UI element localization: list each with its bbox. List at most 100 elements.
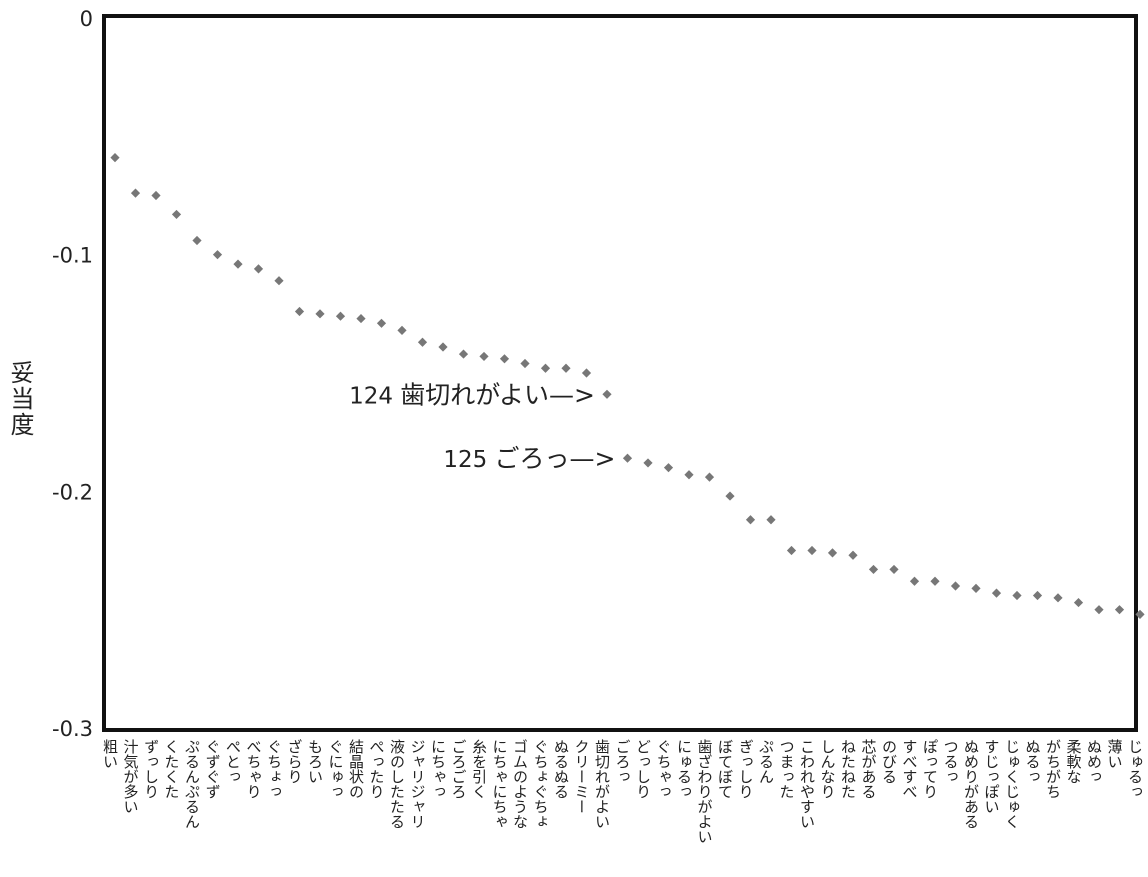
- category-label: ぬめっ: [1085, 739, 1103, 784]
- data-point: [950, 581, 961, 591]
- category-label: ずっしり: [142, 739, 160, 799]
- category-label: のびる: [880, 739, 898, 784]
- category-label: じゅくじゅく: [1003, 739, 1021, 829]
- data-point: [335, 311, 346, 321]
- data-point: [130, 188, 141, 198]
- category-labels: 粗い 汁気が多い ずっしり くたくた ぷるんぷるん ぐずぐず ぺとっ べちゃり ぐちょっ ざらりも…: [101, 738, 1144, 844]
- category-label: ぐちゃっ: [655, 739, 673, 799]
- data-point: [540, 363, 551, 373]
- category-label: すべすべ: [901, 739, 919, 799]
- data-point: [110, 153, 120, 163]
- category-label: ぎっしり: [737, 739, 755, 799]
- data-point: [766, 515, 776, 525]
- category-label: ぬるぬる: [552, 739, 570, 799]
- category-label: にゅるっ: [675, 739, 693, 799]
- data-point: [397, 325, 407, 335]
- y-axis-label: 妥当度: [6, 360, 34, 438]
- category-label: ぐちょっ: [265, 739, 283, 799]
- y-tick-label: -0.1: [52, 244, 93, 268]
- data-point: [786, 545, 797, 556]
- data-point: [438, 342, 448, 352]
- category-label: ぬるっ: [1024, 739, 1042, 784]
- data-point: [520, 358, 530, 369]
- category-label: 芯がある: [860, 739, 878, 799]
- data-point: [376, 318, 387, 328]
- category-label: ごろごろ: [450, 739, 468, 799]
- plot-frame: [102, 14, 1138, 732]
- category-label: べちゃり: [245, 739, 263, 799]
- data-point: [212, 250, 223, 260]
- data-point: [417, 337, 428, 347]
- category-label: ぼてぼて: [716, 739, 734, 799]
- data-point: [274, 276, 284, 286]
- category-label: ぺとっ: [224, 739, 242, 784]
- data-point: [663, 463, 674, 473]
- category-label: ジャリジャリ: [409, 739, 427, 829]
- category-label: しんなり: [819, 739, 837, 799]
- category-label: じゅるっ: [1126, 739, 1144, 799]
- category-label: ごろっ: [614, 739, 632, 784]
- data-point: [971, 583, 981, 593]
- data-point: [1094, 605, 1104, 615]
- category-label: ぷるんぷるん: [183, 739, 201, 829]
- data-point: [868, 564, 879, 575]
- data-point: [479, 351, 489, 362]
- category-label: 柔軟な: [1065, 739, 1083, 784]
- data-point: [745, 515, 756, 525]
- data-point: [1032, 590, 1043, 601]
- category-label: がちがち: [1044, 739, 1062, 799]
- data-point: [827, 548, 838, 558]
- data-point: [1135, 609, 1145, 619]
- data-point: [171, 209, 182, 220]
- data-point: [602, 389, 612, 399]
- category-label: すじっぽい: [983, 739, 1001, 814]
- category-label: ぷるん: [757, 739, 775, 784]
- data-point: [643, 458, 653, 468]
- data-points: [110, 153, 1145, 619]
- data-point: [1053, 593, 1063, 603]
- data-point: [991, 588, 1002, 598]
- data-point: [356, 313, 366, 324]
- data-point: [930, 576, 940, 586]
- category-label: こわれやすい: [798, 739, 816, 829]
- category-label: 歯ざわりがよい: [696, 739, 714, 844]
- category-label: 汁気が多い: [122, 739, 140, 814]
- data-point: [889, 564, 899, 575]
- category-label: にちゃっ: [429, 739, 447, 799]
- category-label: ぬめりがある: [962, 739, 980, 829]
- annotation-label: 125 ごろっ—>: [443, 444, 615, 473]
- category-label: 歯切れがよい: [593, 739, 611, 829]
- data-point: [1114, 605, 1125, 615]
- category-label: ぐちょぐちょ: [532, 739, 550, 829]
- y-tick-label: -0.3: [52, 717, 93, 741]
- data-point: [581, 368, 592, 378]
- category-label: くたくた: [163, 739, 181, 799]
- category-label: ぽってり: [921, 739, 939, 799]
- category-label: 糸を引く: [470, 739, 488, 799]
- category-label: どっしり: [634, 739, 652, 799]
- category-label: ねたねた: [839, 739, 857, 799]
- data-point: [294, 306, 305, 317]
- y-tick-label: -0.2: [52, 480, 93, 504]
- category-label: ぐにゅっ: [327, 739, 345, 799]
- category-label: 薄い: [1106, 739, 1124, 769]
- annotations: 124 歯切れがよい—> 125 ごろっ—>: [349, 380, 615, 473]
- data-point: [499, 354, 510, 364]
- data-point: [807, 545, 817, 556]
- data-point: [315, 309, 325, 319]
- category-label: つるっ: [942, 739, 960, 784]
- category-label: 液のしたたる: [388, 739, 406, 829]
- category-label: つまった: [778, 739, 796, 799]
- category-label: もろい: [306, 739, 324, 784]
- y-tick-label: 0: [80, 7, 93, 31]
- category-label: ざらり: [286, 738, 304, 784]
- category-label: ぐずぐず: [204, 739, 222, 799]
- category-label: ぺったり: [368, 739, 386, 799]
- category-label: クリーミー: [573, 739, 591, 814]
- annotation-label: 124 歯切れがよい—>: [349, 380, 595, 409]
- category-label: ゴムのような: [511, 739, 529, 829]
- data-point: [909, 576, 920, 586]
- data-point: [458, 349, 469, 359]
- data-point: [233, 259, 243, 269]
